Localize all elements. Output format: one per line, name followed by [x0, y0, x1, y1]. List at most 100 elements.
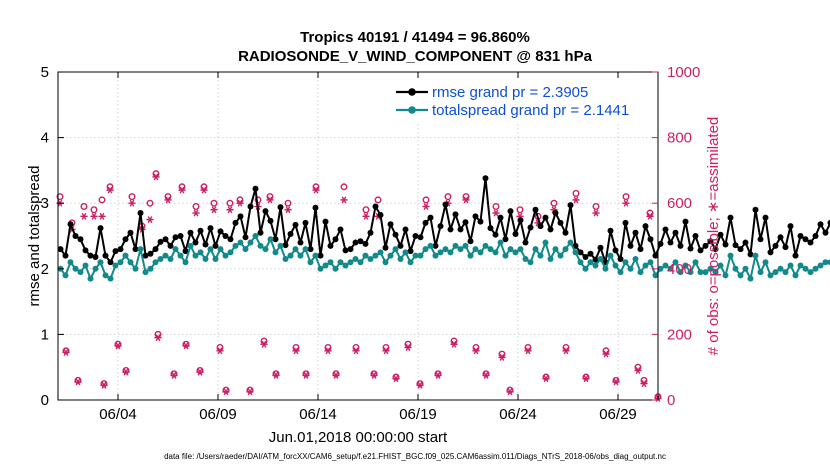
totalspread-point	[422, 246, 429, 253]
rmse-point	[697, 247, 704, 254]
totalspread-point	[682, 262, 689, 269]
obs-assimilated-marker	[226, 206, 234, 214]
totalspread-point	[222, 252, 229, 259]
rmse-point	[392, 231, 399, 238]
rmse-point	[742, 239, 749, 246]
rmse-point	[152, 246, 159, 253]
totalspread-point	[612, 262, 619, 269]
obs-assimilated-marker	[498, 353, 506, 361]
rmse-point	[662, 226, 669, 233]
totalspread-point	[112, 262, 119, 269]
obs-assimilated-marker	[332, 371, 340, 379]
rmse-point	[72, 233, 79, 239]
asterisk-stroke	[405, 344, 411, 351]
rmse-point	[332, 236, 339, 243]
asterisk-stroke	[293, 347, 299, 355]
rmse-point	[87, 252, 94, 259]
rmse-point	[412, 233, 419, 239]
rmse-point	[147, 250, 154, 257]
rmse-point	[777, 234, 784, 241]
rmse-point	[702, 242, 709, 249]
asterisk-stroke	[383, 347, 389, 355]
y-right-tick-label: 200	[667, 326, 692, 343]
totalspread-point	[672, 259, 679, 266]
rmse-point	[347, 246, 354, 253]
rmse-point	[717, 231, 724, 238]
rmse-point	[597, 244, 604, 251]
rmse-point	[352, 239, 359, 246]
obs-assimilated-marker	[164, 196, 172, 204]
y-right-tick-label: 600	[667, 195, 692, 212]
totalspread-point	[282, 255, 289, 262]
obs-assimilated-marker	[562, 347, 570, 355]
x-tick-label: 06/19	[399, 406, 437, 423]
totalspread-point	[662, 262, 669, 269]
asterisk-stroke	[371, 371, 377, 379]
totalspread-point	[297, 252, 304, 259]
rmse-point	[182, 248, 189, 255]
obs-assimilated-marker	[482, 371, 490, 379]
rmse-point	[82, 247, 89, 254]
obs-assimilated-marker	[152, 173, 160, 181]
legend: rmse grand pr = 2.3905 totalspread grand…	[392, 80, 650, 122]
obs-assimilated-marker	[370, 371, 378, 379]
obs-assimilated-marker	[622, 199, 630, 207]
obs-assimilated-marker	[236, 199, 244, 207]
rmse-point	[592, 256, 599, 263]
x-axis-label: Jun.01,2018 00:00:00 start	[269, 429, 448, 446]
obs-assimilated-marker	[450, 340, 458, 348]
rmse-point	[582, 253, 589, 260]
asterisk-stroke	[473, 347, 479, 355]
rmse-point	[177, 233, 184, 239]
rmse-point	[737, 246, 744, 253]
rmse-point	[477, 218, 484, 225]
totalspread-point	[737, 272, 744, 279]
totalspread-point	[137, 246, 144, 253]
asterisk-stroke	[573, 196, 579, 204]
totalspread-point	[772, 269, 779, 276]
totalspread-point	[97, 259, 104, 266]
y-tick-label: 4	[41, 130, 49, 147]
totalspread-point	[442, 246, 449, 253]
obs-assimilated-marker	[582, 375, 590, 383]
rmse-point	[257, 229, 264, 236]
totalspread-point	[387, 252, 394, 259]
rmse-point	[107, 259, 114, 266]
obs-assimilated-marker	[222, 388, 230, 396]
asterisk-stroke	[223, 388, 229, 396]
totalspread-point	[197, 249, 204, 256]
totalspread-point	[552, 246, 559, 253]
x-tick-label: 06/14	[299, 406, 337, 423]
rmse-point	[97, 225, 104, 232]
rmse-point	[242, 234, 249, 241]
rmse-point	[687, 245, 694, 252]
asterisk-stroke	[197, 368, 203, 376]
totalspread-point	[807, 269, 814, 276]
rmse-point	[357, 238, 364, 245]
rmse-point	[767, 249, 774, 256]
totalspread-point	[382, 259, 389, 266]
obs-possible-marker	[444, 193, 452, 201]
y-tick-label: 0	[41, 392, 49, 409]
totalspread-point	[402, 249, 409, 256]
rmse-point	[417, 234, 424, 241]
asterisk-stroke	[75, 378, 81, 386]
rmse-point	[327, 242, 334, 249]
rmse-point	[732, 242, 739, 249]
rmse-point	[612, 247, 619, 254]
totalspread-point	[482, 242, 489, 249]
totalspread-point	[292, 246, 299, 253]
obs-possible-marker	[146, 199, 154, 207]
asterisk-stroke	[171, 371, 177, 379]
rmse-point	[62, 252, 69, 259]
rmse-point	[262, 208, 269, 215]
totalspread-point	[352, 255, 359, 262]
totalspread-point	[142, 269, 149, 276]
asterisk-stroke	[193, 209, 199, 217]
rmse-point	[682, 218, 689, 225]
asterisk-stroke	[115, 342, 121, 350]
rmse-point	[317, 252, 324, 259]
totalspread-point	[272, 249, 279, 256]
totalspread-point	[287, 252, 294, 259]
